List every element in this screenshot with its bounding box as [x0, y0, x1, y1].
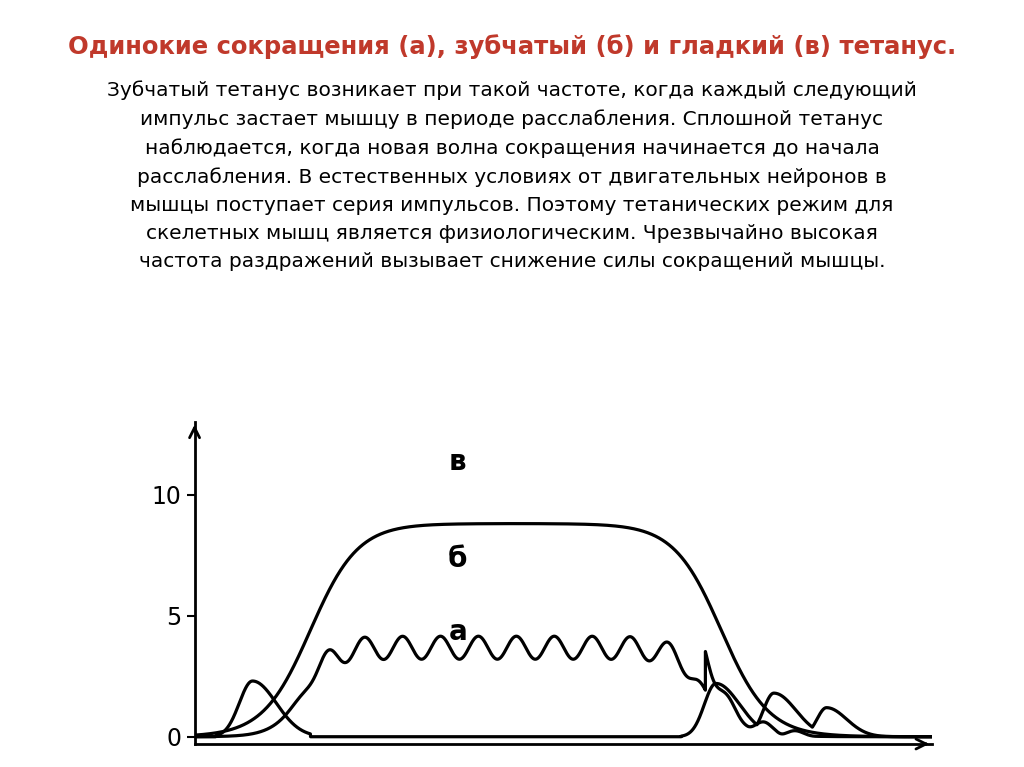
Text: б: б	[449, 545, 468, 573]
Text: а: а	[449, 618, 467, 646]
Text: в: в	[450, 448, 467, 476]
Text: Одинокие сокращения (а), зубчатый (б) и гладкий (в) тетанус.: Одинокие сокращения (а), зубчатый (б) и …	[68, 35, 956, 59]
Text: Зубчатый тетанус возникает при такой частоте, когда каждый следующий
импульс зас: Зубчатый тетанус возникает при такой час…	[108, 81, 916, 272]
